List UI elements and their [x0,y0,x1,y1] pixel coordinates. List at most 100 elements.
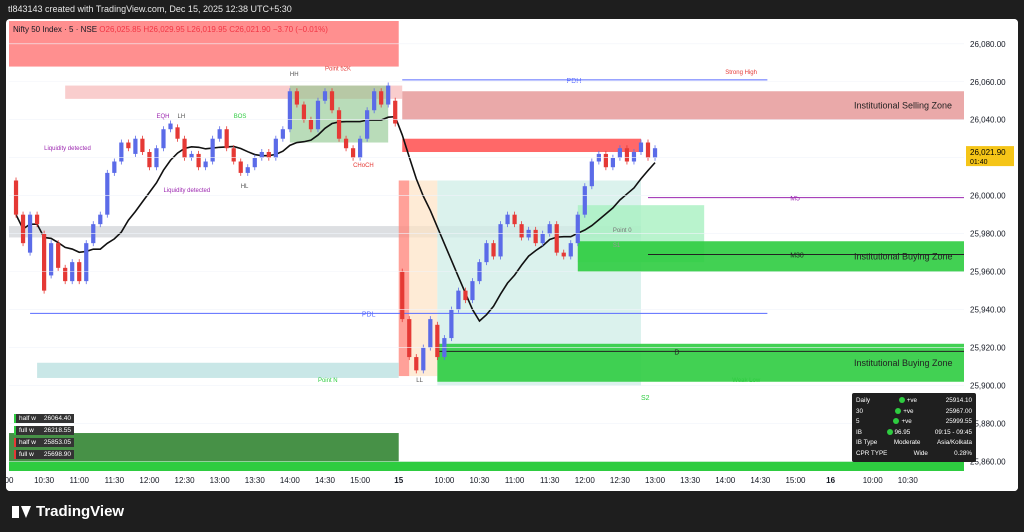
candle-body-16 [126,142,131,149]
candle-body-28 [210,138,215,162]
zone-label-2: Institutional Buying Zone [854,358,953,368]
y-tick-8: 25,920.00 [970,344,1006,353]
candle-body-72 [519,224,524,238]
candle-body-35 [259,152,264,158]
candle-body-67 [484,243,489,263]
tradingview-mark-icon [12,505,31,518]
candle-body-40 [294,91,300,105]
stats-cell-text: 5 [856,418,860,425]
zone-label-1: Institutional Buying Zone [854,251,953,261]
y-tick-10: 25,880.00 [970,420,1006,429]
x-tick-25: 10:30 [898,476,919,485]
x-tick-9: 14:30 [315,476,336,485]
y-tick-0: 26,080.00 [970,40,1006,49]
moving-average-line [15,115,656,323]
candle-body-10 [84,243,89,282]
candle-body-58 [421,347,426,371]
stats-cell: 0.28% [954,449,972,460]
x-axis: 00 10:30 11:00 11:30 12:00 12:30 13:00 13:30 14:… [6,471,1018,491]
candle-body-22 [168,123,173,130]
stats-table: Daily +ve 25914.10 30 +ve 25967.00 5 +ve 25999.5… [852,393,976,462]
candle-body-36 [266,152,271,158]
x-tick-15: 11:30 [540,476,560,485]
x-tick-4: 12:00 [139,476,160,485]
stats-cell: +ve [895,407,914,418]
brand-name: TradingView [36,503,125,520]
stats-row: IB 96.95 09:15 - 09:45 [856,428,972,439]
x-tick-1: 10:30 [34,476,55,485]
hl-box-label: full w [19,427,34,434]
candle-body-51 [372,91,377,111]
candle-body-82 [589,161,594,187]
y-tick-2: 26,040.00 [970,116,1006,125]
annotation-2: Liquidity detected [163,188,210,194]
annotations: Point 52K Liquidity detected Liquidity det… [44,66,761,383]
stats-cell-text: 25999.55 [945,418,972,425]
stats-cell: 25967.00 [946,407,972,418]
annotation-3: Point 0 [613,228,632,234]
stats-row: IB Type Moderate Asia/Kolkata [856,438,972,449]
candle-body-37 [273,138,278,158]
x-tick-22: 15:00 [785,476,806,485]
x-tick-20: 14:00 [715,476,736,485]
legend-high: H26,029.95 [143,25,185,34]
candle-body-47 [343,138,349,149]
zone-rect-0 [402,91,964,120]
stats-cell: CPR TYPE [856,449,887,460]
x-tick-0: 00 [6,476,14,485]
annotation-4: Point N [318,378,338,384]
y-tick-6: 25,960.00 [970,268,1006,277]
stats-cell: +ve [898,396,918,407]
x-tick-24: 10:00 [863,476,884,485]
candle-body-17 [133,138,138,154]
stats-cell: IB [856,428,862,439]
x-tick-7: 13:30 [245,476,266,485]
annotation-12: LL [416,378,423,384]
candle-body-75 [540,233,545,244]
candle-body-54 [393,100,398,124]
candle-body-70 [505,214,510,225]
candle-body-85 [610,157,616,168]
x-tick-5: 12:30 [175,476,196,485]
candle-body-62 [449,309,454,339]
chart-frame[interactable]: Institutional Selling Zone Institutional … [6,19,1018,491]
hl-box-0: half w 26064.40 [14,414,74,423]
x-tick-16: 12:00 [575,476,596,485]
x-tick-18: 13:00 [645,476,666,485]
candle-body-0 [13,180,19,215]
candle-body-29 [217,129,222,139]
candle-body-18 [140,138,145,153]
legend-symbol[interactable]: Nifty 50 Index · 5 · NSE [13,25,98,34]
annotation-5: Weak Low [732,378,761,384]
x-tick-6: 13:00 [210,476,231,485]
candle-body-6 [56,243,61,268]
chart-canvas[interactable]: Institutional Selling Zone Institutional … [6,19,1018,491]
hl-box-2: half w 25853.05 [14,438,74,447]
stats-cell: IB Type [856,438,877,449]
candle-body-19 [147,152,152,168]
stats-cell-text: 30 [856,407,864,415]
x-tick-23: 16 [826,476,835,485]
candle-body-13 [105,172,110,215]
zone-rect-2 [437,343,964,382]
legend-open: O26,025.85 [99,25,142,34]
annotation-13: CHoCH [353,163,374,169]
hl-box-1: full w 26218.55 [14,426,74,435]
tradingview-logo[interactable]: TradingView [12,503,124,520]
candle-body-46 [336,110,342,139]
candle-body-63 [456,290,461,310]
candle-body-65 [470,281,475,301]
candle-body-25 [189,153,194,158]
candle-body-31 [231,148,236,162]
candle-body-45 [329,91,335,111]
stats-cell-text: +ve [906,397,918,404]
zone-label-0: Institutional Selling Zone [854,100,952,110]
stats-cell: 96.95 [886,428,910,439]
stats-row: CPR TYPE Wide 0.28% [856,449,972,460]
level-label-0: PDH [567,78,582,85]
candle-body-12 [98,214,103,225]
candle-body-69 [498,224,503,257]
bg-band-bottom-green [9,461,964,471]
stats-cell: 30 [856,407,863,418]
annotation-6: Strong High [725,70,757,76]
